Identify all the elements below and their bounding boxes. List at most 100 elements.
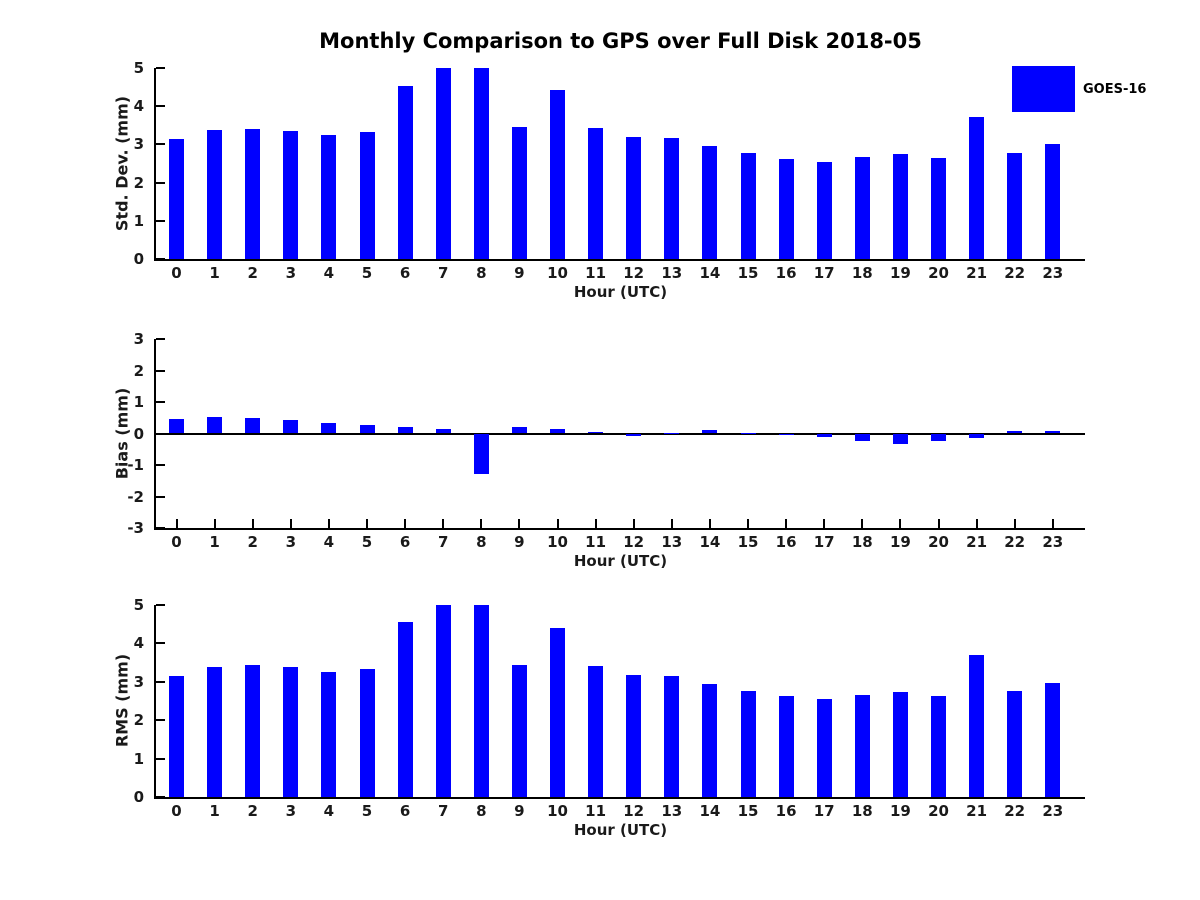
x-tick-label: 22 [1004,264,1026,282]
y-tick [156,338,165,340]
x-tick [823,519,826,528]
x-tick-label: 21 [966,533,988,551]
x-tick [556,519,559,528]
bar-hour-6 [397,426,413,434]
y-tick-label: 3 [133,330,144,348]
bar-hour-7 [435,429,451,434]
x-tick-label: 17 [813,802,835,820]
bar-hour-17 [816,161,832,259]
bar-hour-16 [778,433,794,436]
x-tick [518,519,521,528]
left-spine [154,605,156,799]
x-tick-label: 9 [514,264,525,282]
x-tick-label: 12 [623,802,645,820]
x-tick [708,519,711,528]
bar-hour-19 [892,433,908,445]
x-tick [670,519,673,528]
bar-hour-4 [321,422,337,434]
bar-hour-4 [321,134,337,259]
x-tick [251,519,254,528]
y-tick [156,258,165,260]
bar-hour-16 [778,158,794,259]
y-tick-label: -2 [127,487,144,506]
bar-hour-18 [854,156,870,259]
x-tick-label: 8 [476,264,487,282]
x-axis-label: Hour (UTC) [573,821,668,839]
bar-hour-17 [816,433,832,437]
bar-hour-15 [740,152,756,259]
y-tick-label: 1 [133,749,144,768]
x-tick-label: 19 [889,264,911,282]
x-tick-label: 4 [323,802,335,820]
x-tick [1013,519,1016,528]
y-tick-label: 0 [133,250,144,268]
bar-hour-13 [664,137,680,259]
x-tick-label: 5 [361,802,373,820]
bar-hour-0 [169,419,184,434]
y-tick-label: 1 [133,211,144,230]
chart-title: Monthly Comparison to GPS over Full Disk… [319,29,922,53]
bar-hour-16 [778,696,794,797]
x-tick [442,519,445,528]
x-tick-label: 3 [285,533,297,551]
x-tick-label: 13 [661,802,683,820]
x-tick-label: 5 [361,264,373,282]
bottom-spine [154,528,1085,530]
bar-hour-11 [588,431,604,434]
x-tick [975,519,978,528]
x-tick-label: 3 [285,802,297,820]
x-tick-label: 21 [966,264,988,282]
x-tick-label: 22 [1004,533,1026,551]
legend-swatch-goes-16 [1012,66,1075,112]
x-tick-label: 6 [399,802,411,820]
x-tick-label: 1 [209,264,220,282]
x-tick-label: 2 [247,533,258,551]
bar-hour-8 [473,433,489,475]
x-tick-label: 16 [775,533,797,551]
x-tick-label: 7 [437,802,449,820]
y-tick-label: 0 [133,788,144,806]
x-tick-label: 15 [737,802,759,820]
bar-hour-21 [969,655,985,797]
x-tick-label: 0 [171,802,182,820]
x-tick-label: 15 [737,533,759,551]
x-tick-label: 1 [209,533,220,551]
x-tick-label: 19 [889,802,911,820]
y-tick [156,67,165,69]
x-tick-label: 12 [623,264,645,282]
bar-hour-9 [511,664,527,797]
x-tick [594,519,597,528]
bar-hour-14 [702,146,718,259]
bar-hour-10 [550,90,565,259]
y-tick [156,796,165,798]
x-tick-label: 12 [623,533,645,551]
y-tick [156,219,165,222]
y-tick [156,680,165,683]
y-tick-label: -3 [127,519,144,537]
bar-hour-22 [1007,430,1023,434]
bar-hour-20 [931,157,946,259]
x-tick-label: 21 [966,802,988,820]
bar-hour-12 [626,136,642,259]
x-tick-label: 16 [775,802,797,820]
left-spine [154,68,156,261]
bar-hour-23 [1045,430,1061,434]
y-tick-label: 1 [133,393,144,411]
y-tick [156,495,165,498]
x-tick-label: 19 [889,533,911,551]
x-tick-label: 8 [476,802,487,820]
x-tick-label: 9 [514,533,525,551]
bar-hour-20 [931,696,946,797]
x-tick [899,519,902,528]
y-tick [156,401,165,403]
bar-hour-19 [892,691,908,797]
bar-hour-2 [245,418,261,434]
x-tick [632,519,635,528]
y-tick-label: -1 [127,456,144,474]
x-tick-label: 0 [171,264,182,282]
bar-hour-22 [1007,691,1023,797]
bar-hour-11 [588,665,604,797]
y-tick-label: 5 [133,596,144,614]
bar-hour-12 [626,433,642,437]
